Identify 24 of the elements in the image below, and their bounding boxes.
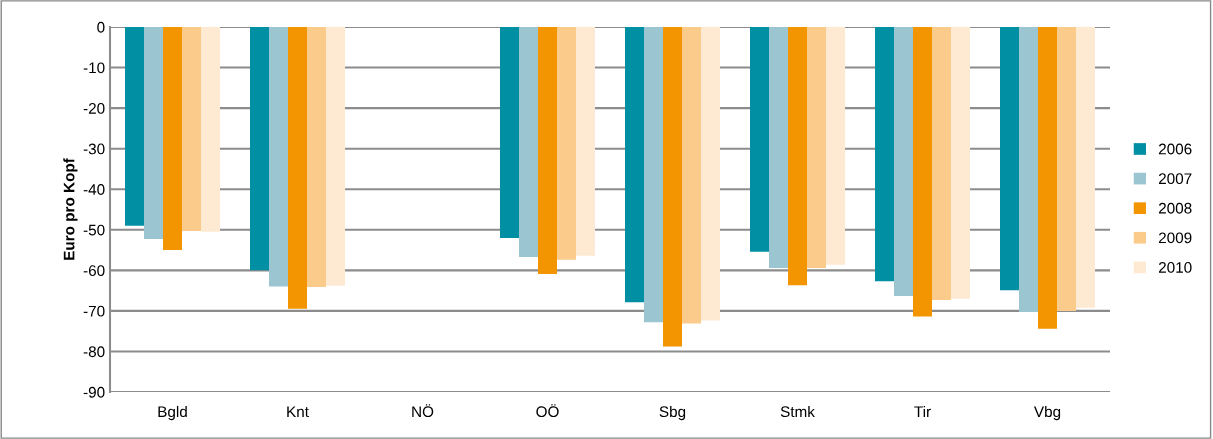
x-tick-label: Tir [914,405,931,417]
y-tick-label: -60 [83,265,105,277]
legend-label: 2007 [1158,173,1192,185]
y-tick-label: -80 [83,346,105,358]
y-tick-label: -20 [83,102,105,114]
legend-label: 2006 [1158,143,1192,155]
x-tick-label: Sbg [659,405,686,421]
y-tick-label: -50 [83,224,105,236]
y-tick-label: -30 [83,143,105,155]
y-tick-label: 0 [97,21,105,33]
y-tick-label: -90 [83,386,105,398]
x-tick-label: Vbg [1033,405,1061,421]
legend-label: 2008 [1158,202,1192,214]
y-tick-label: -10 [83,62,105,74]
x-tick-label: NÖ [412,404,434,418]
y-axis-title: Euro pro Kopf [63,158,78,260]
legend-label: 2010 [1158,262,1192,273]
x-tick-label: Bgld [158,405,187,421]
legend-label: 2009 [1158,232,1192,244]
y-tick-label: -40 [83,184,105,195]
x-tick-label: OÖ [536,404,559,418]
y-tick-label: -70 [83,305,105,317]
x-tick-label: Knt [287,406,309,418]
x-tick-label: Stmk [780,405,815,418]
